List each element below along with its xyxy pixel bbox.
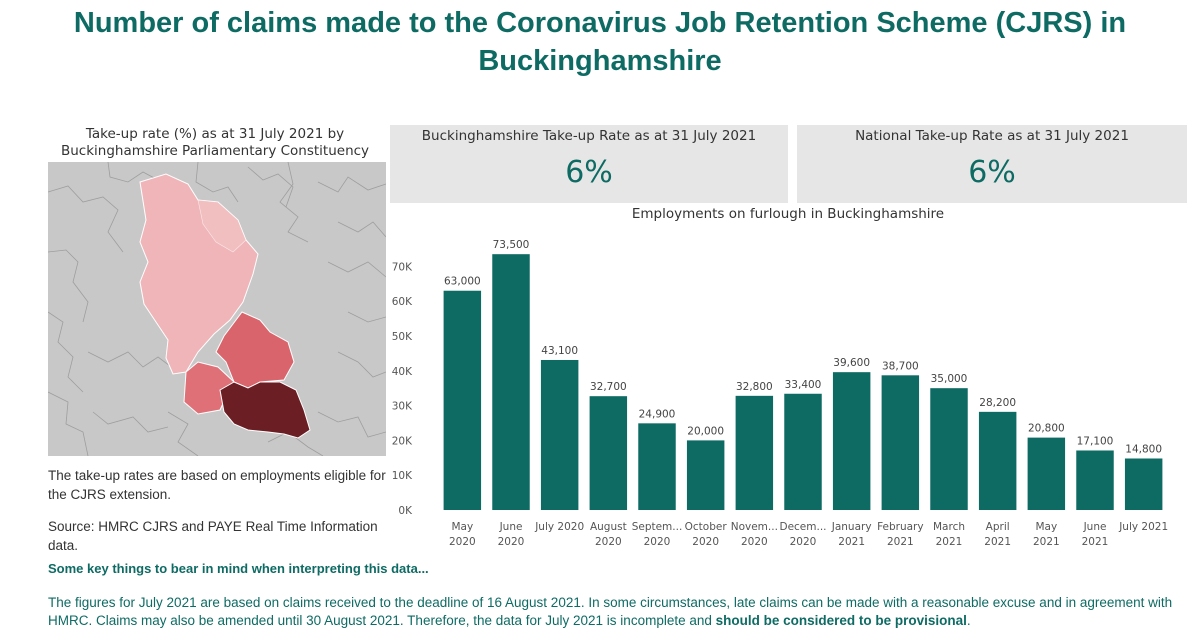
x-tick-label: July 2021 [1118, 521, 1168, 533]
x-tick-label: 2020 [692, 536, 719, 548]
data-label: 20,000 [687, 425, 724, 437]
bar[interactable] [492, 254, 530, 510]
x-tick-label: 2020 [644, 536, 671, 548]
x-tick-label: Novem... [731, 521, 778, 533]
data-label: 24,900 [639, 408, 676, 420]
map-region-buckingham-north[interactable] [197, 199, 247, 253]
national-takeup-card: National Take-up Rate as at 31 July 2021… [797, 125, 1187, 203]
x-tick-label: 2020 [741, 536, 768, 548]
data-label: 20,800 [1028, 423, 1065, 435]
data-label: 28,200 [979, 397, 1016, 409]
x-tick-label: July 2020 [534, 521, 584, 533]
x-tick-label: 2021 [936, 536, 963, 548]
bar[interactable] [930, 388, 968, 510]
x-tick-label: March [933, 521, 965, 533]
bar[interactable] [881, 375, 920, 510]
bar[interactable] [443, 290, 482, 510]
x-tick-label: June [499, 521, 523, 533]
source-note: Source: HMRC CJRS and PAYE Real Time Inf… [48, 519, 378, 553]
map-surrounding-boundaries [48, 162, 386, 456]
map-region-wycombe[interactable] [219, 381, 311, 439]
y-tick-label: 0K [398, 505, 413, 517]
x-tick-label: 2021 [887, 536, 914, 548]
x-tick-label: 2021 [1033, 536, 1060, 548]
data-label: 32,700 [590, 381, 627, 393]
page-title: Number of claims made to the Coronavirus… [73, 7, 1127, 77]
y-tick-label: 20K [392, 435, 413, 447]
data-label: 14,800 [1125, 443, 1162, 455]
data-label: 73,500 [493, 239, 530, 251]
provisional-note-text: The figures for July 2021 are based on c… [48, 595, 1173, 628]
x-tick-label: August [590, 521, 627, 533]
data-label: 63,000 [444, 276, 481, 288]
data-label: 33,400 [785, 379, 822, 391]
bar[interactable] [686, 440, 725, 510]
x-tick-label: 2020 [449, 536, 476, 548]
x-tick-label: 2020 [790, 536, 817, 548]
x-tick-label: June [1083, 521, 1107, 533]
provisional-note-emphasis: should be considered to be provisional [715, 613, 967, 628]
x-tick-label: January [831, 521, 872, 533]
y-tick-label: 70K [392, 261, 413, 273]
x-tick-label: 2021 [838, 536, 865, 548]
bar[interactable] [1124, 458, 1163, 510]
x-tick-label: May [1035, 521, 1057, 533]
bar[interactable] [784, 393, 822, 510]
data-label: 17,100 [1077, 435, 1114, 447]
data-label: 39,600 [833, 357, 870, 369]
x-tick-label: 2020 [595, 536, 622, 548]
provisional-note-end: . [966, 613, 971, 628]
bar[interactable] [978, 411, 1017, 510]
eligibility-note: The take-up rates are based on employmen… [48, 468, 386, 502]
x-tick-label: April [986, 521, 1010, 533]
bucks-takeup-value: 6% [565, 155, 613, 190]
x-tick-label: October [685, 521, 728, 533]
y-tick-label: 60K [392, 296, 413, 308]
constituency-map[interactable] [48, 162, 386, 456]
bar[interactable] [638, 423, 676, 510]
data-label: 32,800 [736, 381, 773, 393]
bar[interactable] [540, 359, 579, 510]
y-tick-label: 50K [392, 331, 413, 343]
map-svg [48, 162, 386, 456]
x-tick-label: Decem... [779, 521, 826, 533]
data-label: 35,000 [931, 373, 968, 385]
bucks-takeup-label: Buckinghamshire Take-up Rate as at 31 Ju… [421, 128, 757, 144]
bar[interactable] [1076, 450, 1114, 510]
y-tick-label: 30K [392, 401, 413, 413]
x-tick-label: 2020 [498, 536, 525, 548]
provisional-note: The figures for July 2021 are based on c… [48, 594, 1188, 630]
bar[interactable] [589, 396, 628, 510]
bar[interactable] [832, 372, 871, 510]
furlough-bar-chart: 0K 10K 20K 30K 40K 50K 60K 70K 63,000 May 2020 73,5… [392, 239, 1168, 548]
data-label: 43,100 [541, 345, 578, 357]
national-takeup-value: 6% [968, 155, 1016, 190]
map-title: Take-up rate (%) as at 31 July 2021 by B… [60, 126, 370, 159]
x-tick-label: 2021 [1082, 536, 1109, 548]
y-tick-label: 10K [392, 470, 413, 482]
x-tick-label: Septem... [632, 521, 683, 533]
y-tick-label: 40K [392, 366, 413, 378]
national-takeup-label: National Take-up Rate as at 31 July 2021 [855, 128, 1129, 144]
bucks-takeup-card: Buckinghamshire Take-up Rate as at 31 Ju… [390, 125, 788, 203]
bar[interactable] [735, 395, 774, 510]
key-things-heading: Some key things to bear in mind when int… [48, 561, 429, 576]
x-tick-label: February [877, 521, 924, 533]
x-tick-label: 2021 [984, 536, 1011, 548]
data-label: 38,700 [882, 360, 919, 372]
x-tick-label: May [451, 521, 473, 533]
chart-title: Employments on furlough in Buckinghamshi… [631, 206, 945, 222]
bar[interactable] [1027, 437, 1066, 510]
